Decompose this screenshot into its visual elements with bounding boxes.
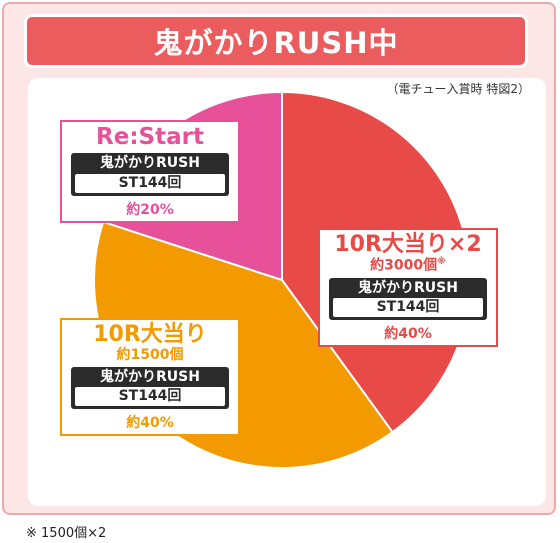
slice-label-10r-rush: 鬼がかりRUSH (100, 368, 200, 385)
slice-label-10r-x2: 10R大当り×2 約3000個※ 鬼がかりRUSH ST144回 約40% (318, 228, 498, 348)
slice-label-10r-x2-mark: ※ (437, 257, 446, 268)
slice-label-10r-share: 約40% (126, 415, 174, 432)
slice-label-restart-st: ST144回 (75, 173, 225, 193)
footnote: ※ 1500個×2 (26, 526, 107, 541)
slice-label-restart-rush-box: 鬼がかりRUSH ST144回 (71, 153, 229, 196)
slice-label-restart: Re:Start 鬼がかりRUSH ST144回 約20% (60, 120, 240, 223)
slice-label-10r-name: 10R大当り (93, 322, 207, 347)
slice-label-restart-share: 約20% (126, 201, 174, 218)
slice-label-restart-name: Re:Start (96, 124, 204, 150)
slice-label-10r-x2-rush-box: 鬼がかりRUSH ST144回 (329, 277, 487, 321)
slice-label-10r-count: 約1500個 (116, 347, 184, 364)
slice-label-10r-x2-count-text: 約3000個 (370, 257, 438, 274)
slice-label-10r: 10R大当り 約1500個 鬼がかりRUSH ST144回 約40% (60, 318, 240, 437)
slice-label-10r-x2-share: 約40% (384, 326, 432, 343)
slice-label-10r-x2-rush: 鬼がかりRUSH (358, 279, 458, 296)
condition-note: （電チュー入賞時 特図2） (386, 82, 530, 96)
slice-label-10r-rush-box: 鬼がかりRUSH ST144回 (71, 366, 229, 410)
slice-label-10r-x2-st: ST144回 (333, 298, 483, 318)
slice-label-10r-x2-count: 約3000個※ (326, 257, 490, 274)
chart-title: 鬼がかりRUSH中 (24, 14, 528, 68)
slice-label-10r-x2-name: 10R大当り×2 (334, 232, 482, 257)
slice-label-10r-st: ST144回 (75, 387, 225, 407)
slice-label-restart-rush: 鬼がかりRUSH (100, 155, 200, 172)
